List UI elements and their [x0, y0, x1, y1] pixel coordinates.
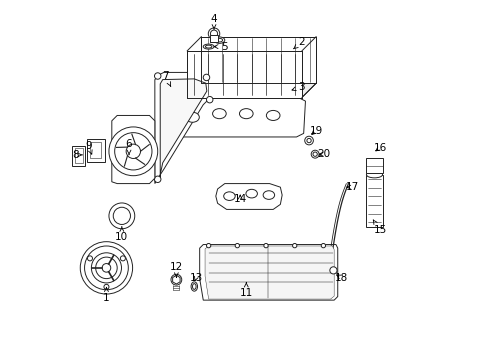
Text: 7: 7 [162, 71, 170, 86]
Ellipse shape [203, 44, 214, 49]
Ellipse shape [239, 109, 253, 119]
Circle shape [306, 138, 310, 143]
Circle shape [154, 73, 161, 79]
Circle shape [210, 30, 217, 37]
Text: 4: 4 [210, 14, 217, 29]
Bar [209, 35, 218, 41]
Polygon shape [160, 79, 206, 178]
Text: 10: 10 [115, 227, 128, 242]
Ellipse shape [192, 284, 196, 289]
Text: 5: 5 [214, 42, 227, 51]
Circle shape [312, 152, 317, 156]
Circle shape [109, 203, 135, 229]
Text: 8: 8 [73, 150, 82, 160]
Text: 9: 9 [85, 141, 92, 154]
Polygon shape [199, 244, 337, 300]
Polygon shape [187, 83, 316, 98]
Text: 16: 16 [373, 143, 386, 153]
Text: 20: 20 [316, 149, 329, 159]
Circle shape [96, 257, 117, 279]
Bar [86, 139, 104, 162]
Text: 6: 6 [125, 139, 132, 155]
Text: 2: 2 [293, 37, 305, 49]
Polygon shape [215, 184, 282, 210]
Ellipse shape [223, 192, 235, 201]
Bar [366, 175, 382, 226]
Polygon shape [187, 51, 301, 98]
Circle shape [113, 207, 130, 225]
Text: 19: 19 [309, 126, 322, 135]
Text: 12: 12 [169, 262, 183, 277]
Circle shape [329, 267, 336, 274]
Ellipse shape [245, 189, 257, 198]
Circle shape [154, 176, 161, 183]
Circle shape [292, 243, 296, 248]
Circle shape [126, 144, 140, 158]
Polygon shape [204, 246, 333, 299]
Ellipse shape [191, 282, 197, 291]
Bar [366, 158, 382, 173]
Circle shape [120, 256, 125, 261]
Bar [74, 148, 83, 163]
Text: 1: 1 [103, 288, 109, 303]
Circle shape [304, 136, 313, 145]
Ellipse shape [263, 191, 274, 199]
Circle shape [115, 133, 152, 170]
Circle shape [104, 284, 109, 289]
Ellipse shape [266, 111, 280, 121]
Circle shape [80, 242, 132, 294]
Circle shape [87, 256, 92, 261]
Circle shape [235, 243, 239, 248]
Circle shape [206, 243, 210, 248]
Text: 13: 13 [189, 273, 203, 283]
Circle shape [310, 150, 319, 158]
Ellipse shape [216, 39, 222, 42]
Circle shape [102, 264, 110, 272]
Polygon shape [171, 98, 305, 137]
Circle shape [321, 243, 325, 248]
Polygon shape [172, 275, 180, 284]
Circle shape [84, 246, 128, 290]
Polygon shape [201, 37, 316, 83]
Polygon shape [112, 116, 155, 184]
Ellipse shape [214, 37, 224, 43]
Circle shape [208, 28, 219, 40]
Circle shape [203, 74, 209, 81]
Ellipse shape [185, 112, 199, 122]
Circle shape [206, 96, 212, 103]
Polygon shape [155, 72, 212, 184]
Text: 15: 15 [372, 220, 386, 235]
Ellipse shape [212, 109, 226, 119]
Bar [72, 145, 85, 166]
Text: 11: 11 [239, 282, 252, 298]
Text: 3: 3 [291, 82, 305, 92]
Circle shape [91, 253, 121, 283]
Text: 17: 17 [345, 182, 358, 192]
Circle shape [109, 127, 158, 176]
Circle shape [264, 243, 267, 248]
Ellipse shape [205, 45, 211, 48]
Text: 18: 18 [334, 273, 347, 283]
Text: 14: 14 [233, 194, 246, 204]
Ellipse shape [366, 171, 382, 178]
Circle shape [171, 274, 182, 285]
Bar [90, 142, 101, 158]
